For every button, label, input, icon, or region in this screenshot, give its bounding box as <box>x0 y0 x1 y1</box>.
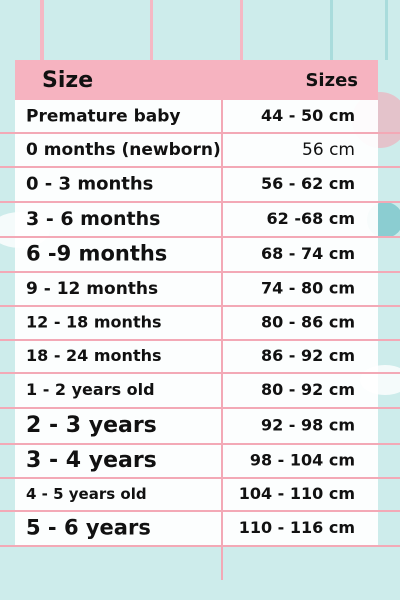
size-label: 9 - 12 months <box>26 279 158 299</box>
size-label: 1 - 2 years old <box>26 380 155 399</box>
size-range: 44 - 50 cm <box>261 106 355 125</box>
size-range: 56 cm <box>302 140 355 160</box>
size-label: 3 - 6 months <box>26 208 160 230</box>
size-range: 74 - 80 cm <box>261 279 355 298</box>
size-label: 4 - 5 years old <box>26 485 147 503</box>
size-label: 5 - 6 years <box>26 516 151 540</box>
size-range: 68 - 74 cm <box>261 244 355 263</box>
size-label: 18 - 24 months <box>26 346 162 365</box>
size-range: 92 - 98 cm <box>261 416 355 435</box>
size-label: 0 - 3 months <box>26 174 153 195</box>
size-range: 80 - 92 cm <box>261 380 355 399</box>
size-label: 3 - 4 years <box>26 448 157 473</box>
size-range: 110 - 116 cm <box>239 518 355 537</box>
size-range: 56 - 62 cm <box>261 174 355 193</box>
table-body <box>15 100 378 546</box>
size-label: 0 months (newborn) <box>26 140 221 160</box>
size-range: 86 - 92 cm <box>261 346 355 365</box>
size-label: Premature baby <box>26 107 181 127</box>
header-band <box>15 60 378 100</box>
size-label: 2 - 3 years <box>26 413 157 438</box>
size-label: 6 -9 months <box>26 242 167 266</box>
header-sizes: Sizes <box>305 70 358 91</box>
size-label: 12 - 18 months <box>26 313 162 332</box>
size-range: 62 -68 cm <box>267 209 355 228</box>
size-range: 104 - 110 cm <box>239 484 355 503</box>
size-range: 98 - 104 cm <box>250 451 355 470</box>
header-size: Size <box>42 68 93 93</box>
size-range: 80 - 86 cm <box>261 313 355 332</box>
